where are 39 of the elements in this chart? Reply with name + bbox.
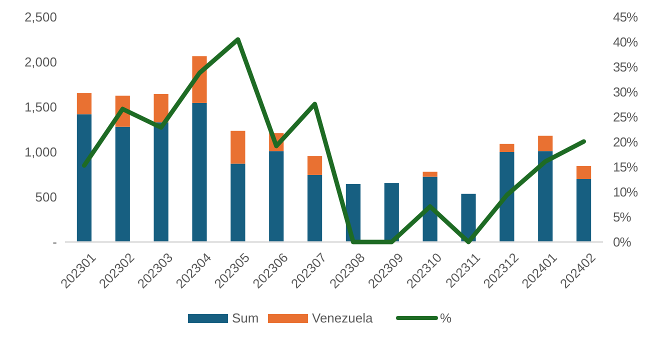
- bar: [384, 183, 399, 242]
- bar: [230, 164, 246, 242]
- bar: [154, 122, 168, 242]
- bar: [269, 151, 284, 242]
- y-tick-label: 1,000: [24, 144, 57, 160]
- bar: [307, 156, 322, 175]
- y2-tick-label: 35%: [613, 60, 638, 75]
- y-tick-label: 1,500: [24, 100, 57, 115]
- bar: [576, 166, 592, 179]
- y2-tick-label: 40%: [613, 34, 638, 50]
- bar: [115, 126, 130, 242]
- bar: [307, 174, 322, 242]
- y2-tick-label: 10%: [613, 184, 638, 200]
- y2-tick-label: 45%: [613, 10, 638, 25]
- bar: [76, 114, 92, 242]
- y2-tick-label: 25%: [613, 110, 638, 125]
- y2-tick-label: 5%: [613, 210, 632, 225]
- bar: [76, 93, 92, 114]
- bar: [422, 172, 438, 177]
- y2-tick-label: 20%: [613, 134, 638, 150]
- bar: [192, 102, 207, 242]
- bar: [538, 136, 553, 152]
- y2-tick-label: 30%: [613, 84, 638, 100]
- line-series: [82, 37, 586, 244]
- bar: [500, 144, 514, 152]
- bar: [538, 151, 553, 242]
- y2-tick-label: 0%: [613, 234, 632, 250]
- bar: [154, 94, 168, 122]
- bar: [230, 130, 246, 164]
- y-tick-label: 2,000: [24, 54, 57, 70]
- y-tick-label: 2,500: [24, 10, 57, 25]
- bar: [500, 152, 514, 242]
- y-tick-label: -: [52, 234, 57, 250]
- legend-label: %: [440, 310, 452, 326]
- y-tick-label: 500: [35, 190, 57, 205]
- y2-tick-label: 15%: [613, 160, 638, 175]
- legend-label: Sum: [232, 310, 259, 326]
- legend-label: Venezuela: [312, 310, 374, 326]
- bar: [576, 179, 592, 242]
